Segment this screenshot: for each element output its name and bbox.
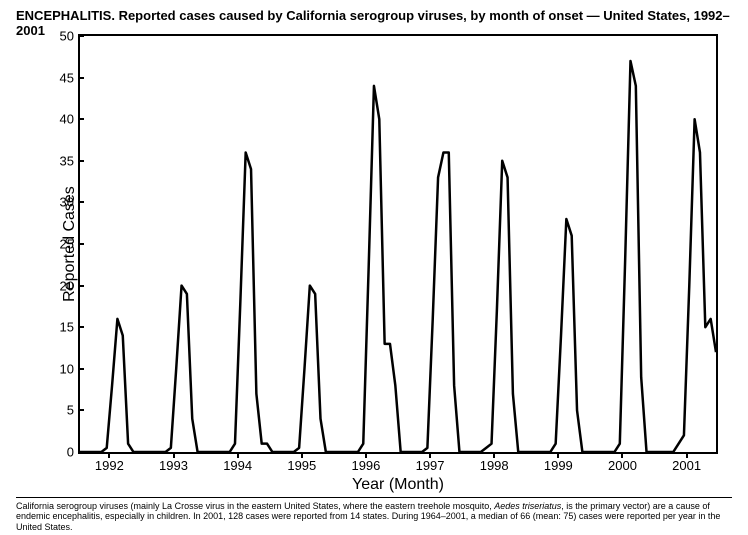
y-tick-label: 15 bbox=[14, 320, 74, 335]
plot-area bbox=[78, 34, 718, 454]
y-tick-mark bbox=[78, 243, 84, 245]
y-tick-label: 50 bbox=[14, 29, 74, 44]
x-tick-mark bbox=[429, 452, 431, 458]
y-tick-mark bbox=[78, 285, 84, 287]
x-tick-label: 1992 bbox=[95, 458, 124, 473]
y-tick-mark bbox=[78, 451, 84, 453]
y-tick-label: 5 bbox=[14, 403, 74, 418]
caption-divider bbox=[16, 497, 732, 498]
y-tick-label: 25 bbox=[14, 237, 74, 252]
x-tick-mark bbox=[493, 452, 495, 458]
y-tick-mark bbox=[78, 409, 84, 411]
x-tick-mark bbox=[108, 452, 110, 458]
y-tick-mark bbox=[78, 77, 84, 79]
y-tick-mark bbox=[78, 118, 84, 120]
figure-container: ENCEPHALITIS. Reported cases caused by C… bbox=[0, 0, 748, 535]
chart-caption: California serogroup viruses (mainly La … bbox=[16, 501, 732, 532]
x-tick-mark bbox=[365, 452, 367, 458]
x-tick-label: 2000 bbox=[608, 458, 637, 473]
caption-species: Aedes triseriatus bbox=[494, 501, 561, 511]
y-tick-mark bbox=[78, 35, 84, 37]
x-tick-mark bbox=[621, 452, 623, 458]
x-tick-mark bbox=[173, 452, 175, 458]
y-tick-mark bbox=[78, 160, 84, 162]
caption-text-a: California serogroup viruses (mainly La … bbox=[16, 501, 494, 511]
y-tick-label: 10 bbox=[14, 361, 74, 376]
y-tick-label: 0 bbox=[14, 445, 74, 460]
x-tick-label: 1994 bbox=[223, 458, 252, 473]
y-tick-label: 30 bbox=[14, 195, 74, 210]
line-chart-svg bbox=[80, 36, 716, 452]
x-tick-label: 1998 bbox=[480, 458, 509, 473]
x-tick-mark bbox=[686, 452, 688, 458]
y-tick-label: 35 bbox=[14, 153, 74, 168]
y-tick-label: 40 bbox=[14, 112, 74, 127]
y-tick-mark bbox=[78, 368, 84, 370]
x-tick-label: 1996 bbox=[351, 458, 380, 473]
x-tick-label: 1997 bbox=[416, 458, 445, 473]
y-tick-mark bbox=[78, 326, 84, 328]
x-tick-label: 2001 bbox=[672, 458, 701, 473]
y-tick-label: 20 bbox=[14, 278, 74, 293]
x-tick-label: 1999 bbox=[544, 458, 573, 473]
y-tick-mark bbox=[78, 201, 84, 203]
data-line bbox=[80, 61, 716, 452]
x-tick-mark bbox=[237, 452, 239, 458]
y-tick-label: 45 bbox=[14, 70, 74, 85]
x-axis-label: Year (Month) bbox=[352, 476, 444, 494]
x-tick-label: 1993 bbox=[159, 458, 188, 473]
x-tick-mark bbox=[557, 452, 559, 458]
x-tick-label: 1995 bbox=[287, 458, 316, 473]
x-tick-mark bbox=[301, 452, 303, 458]
